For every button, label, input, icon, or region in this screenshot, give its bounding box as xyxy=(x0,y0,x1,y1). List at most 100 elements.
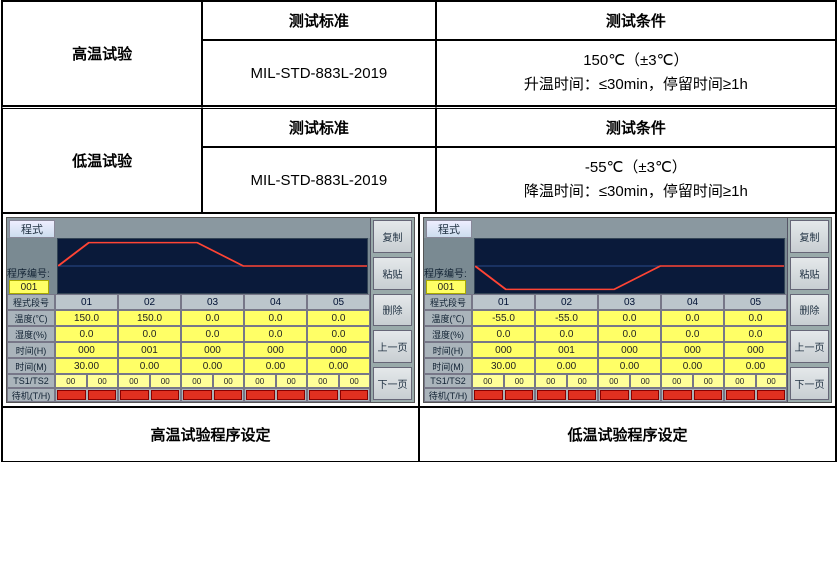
segment-header[interactable]: 05 xyxy=(724,294,787,310)
segment-header[interactable]: 01 xyxy=(472,294,535,310)
segment-header[interactable]: 04 xyxy=(244,294,307,310)
data-cell[interactable]: -55.0 xyxy=(535,310,598,326)
side-button[interactable]: 复制 xyxy=(790,220,829,253)
data-cell[interactable]: 0.0 xyxy=(55,326,118,342)
ts-cell[interactable]: 00 xyxy=(535,374,567,388)
side-button[interactable]: 粘贴 xyxy=(790,257,829,290)
data-cell[interactable]: 0.0 xyxy=(535,326,598,342)
standby-indicator[interactable] xyxy=(151,390,180,400)
standby-indicator[interactable] xyxy=(631,390,660,400)
ts-cell[interactable]: 00 xyxy=(87,374,119,388)
standby-indicator[interactable] xyxy=(694,390,723,400)
data-cell[interactable]: 0.0 xyxy=(661,326,724,342)
ts-cell[interactable]: 00 xyxy=(213,374,245,388)
data-cell[interactable]: 001 xyxy=(535,342,598,358)
ts-cell[interactable]: 00 xyxy=(55,374,87,388)
side-button[interactable]: 删除 xyxy=(790,294,829,327)
ts-cell[interactable]: 00 xyxy=(661,374,693,388)
segment-header[interactable]: 03 xyxy=(181,294,244,310)
ts-cell[interactable]: 00 xyxy=(244,374,276,388)
standby-indicator[interactable] xyxy=(88,390,117,400)
data-cell[interactable]: 001 xyxy=(118,342,181,358)
program-tab[interactable]: 程式 xyxy=(9,220,55,238)
standby-indicator[interactable] xyxy=(726,390,755,400)
data-cell[interactable]: 0.00 xyxy=(598,358,661,374)
side-button[interactable]: 下一页 xyxy=(790,367,829,400)
program-number-value[interactable]: 001 xyxy=(9,280,49,294)
program-number-value[interactable]: 001 xyxy=(426,280,466,294)
side-button[interactable]: 复制 xyxy=(373,220,412,253)
standby-indicator[interactable] xyxy=(214,390,243,400)
data-cell[interactable]: 0.00 xyxy=(118,358,181,374)
data-cell[interactable]: 0.00 xyxy=(724,358,787,374)
ts-cell[interactable]: 00 xyxy=(118,374,150,388)
segment-header[interactable]: 01 xyxy=(55,294,118,310)
data-cell[interactable]: 000 xyxy=(307,342,370,358)
data-cell[interactable]: 000 xyxy=(472,342,535,358)
data-cell[interactable]: 0.0 xyxy=(244,326,307,342)
standby-indicator[interactable] xyxy=(309,390,338,400)
data-cell[interactable]: 000 xyxy=(244,342,307,358)
segment-header[interactable]: 04 xyxy=(661,294,724,310)
segment-header[interactable]: 05 xyxy=(307,294,370,310)
data-cell[interactable]: 000 xyxy=(181,342,244,358)
data-cell[interactable]: 0.0 xyxy=(598,326,661,342)
segment-header[interactable]: 03 xyxy=(598,294,661,310)
side-button[interactable]: 上一页 xyxy=(373,330,412,363)
ts-cell[interactable]: 00 xyxy=(276,374,308,388)
data-cell[interactable]: 000 xyxy=(724,342,787,358)
data-cell[interactable]: 0.00 xyxy=(307,358,370,374)
data-cell[interactable]: 0.0 xyxy=(181,326,244,342)
standby-indicator[interactable] xyxy=(600,390,629,400)
data-cell[interactable]: 0.0 xyxy=(724,310,787,326)
data-cell[interactable]: 0.0 xyxy=(307,310,370,326)
ts-cell[interactable]: 00 xyxy=(630,374,662,388)
standby-indicator[interactable] xyxy=(246,390,275,400)
standby-indicator[interactable] xyxy=(277,390,306,400)
segment-header[interactable]: 02 xyxy=(535,294,598,310)
side-button[interactable]: 删除 xyxy=(373,294,412,327)
ts-cell[interactable]: 00 xyxy=(339,374,371,388)
ts-cell[interactable]: 00 xyxy=(756,374,788,388)
standby-indicator[interactable] xyxy=(120,390,149,400)
data-cell[interactable]: 0.0 xyxy=(244,310,307,326)
data-cell[interactable]: -55.0 xyxy=(472,310,535,326)
data-cell[interactable]: 0.0 xyxy=(598,310,661,326)
standby-indicator[interactable] xyxy=(183,390,212,400)
data-cell[interactable]: 0.0 xyxy=(307,326,370,342)
data-cell[interactable]: 0.0 xyxy=(118,326,181,342)
side-button[interactable]: 下一页 xyxy=(373,367,412,400)
standby-indicator[interactable] xyxy=(663,390,692,400)
side-button[interactable]: 粘贴 xyxy=(373,257,412,290)
standby-indicator[interactable] xyxy=(568,390,597,400)
ts-cell[interactable]: 00 xyxy=(307,374,339,388)
data-cell[interactable]: 0.0 xyxy=(472,326,535,342)
data-cell[interactable]: 0.0 xyxy=(724,326,787,342)
data-cell[interactable]: 000 xyxy=(55,342,118,358)
standby-indicator[interactable] xyxy=(340,390,369,400)
ts-cell[interactable]: 00 xyxy=(472,374,504,388)
data-cell[interactable]: 0.0 xyxy=(661,310,724,326)
data-cell[interactable]: 0.00 xyxy=(661,358,724,374)
data-cell[interactable]: 0.0 xyxy=(181,310,244,326)
standby-indicator[interactable] xyxy=(57,390,86,400)
ts-cell[interactable]: 00 xyxy=(598,374,630,388)
ts-cell[interactable]: 00 xyxy=(724,374,756,388)
data-cell[interactable]: 150.0 xyxy=(55,310,118,326)
ts-cell[interactable]: 00 xyxy=(150,374,182,388)
data-cell[interactable]: 0.00 xyxy=(244,358,307,374)
standby-indicator[interactable] xyxy=(757,390,786,400)
ts-cell[interactable]: 00 xyxy=(181,374,213,388)
ts-cell[interactable]: 00 xyxy=(693,374,725,388)
ts-cell[interactable]: 00 xyxy=(567,374,599,388)
data-cell[interactable]: 30.00 xyxy=(55,358,118,374)
program-tab[interactable]: 程式 xyxy=(426,220,472,238)
standby-indicator[interactable] xyxy=(537,390,566,400)
data-cell[interactable]: 150.0 xyxy=(118,310,181,326)
data-cell[interactable]: 0.00 xyxy=(535,358,598,374)
segment-header[interactable]: 02 xyxy=(118,294,181,310)
ts-cell[interactable]: 00 xyxy=(504,374,536,388)
standby-indicator[interactable] xyxy=(505,390,534,400)
standby-indicator[interactable] xyxy=(474,390,503,400)
data-cell[interactable]: 000 xyxy=(661,342,724,358)
